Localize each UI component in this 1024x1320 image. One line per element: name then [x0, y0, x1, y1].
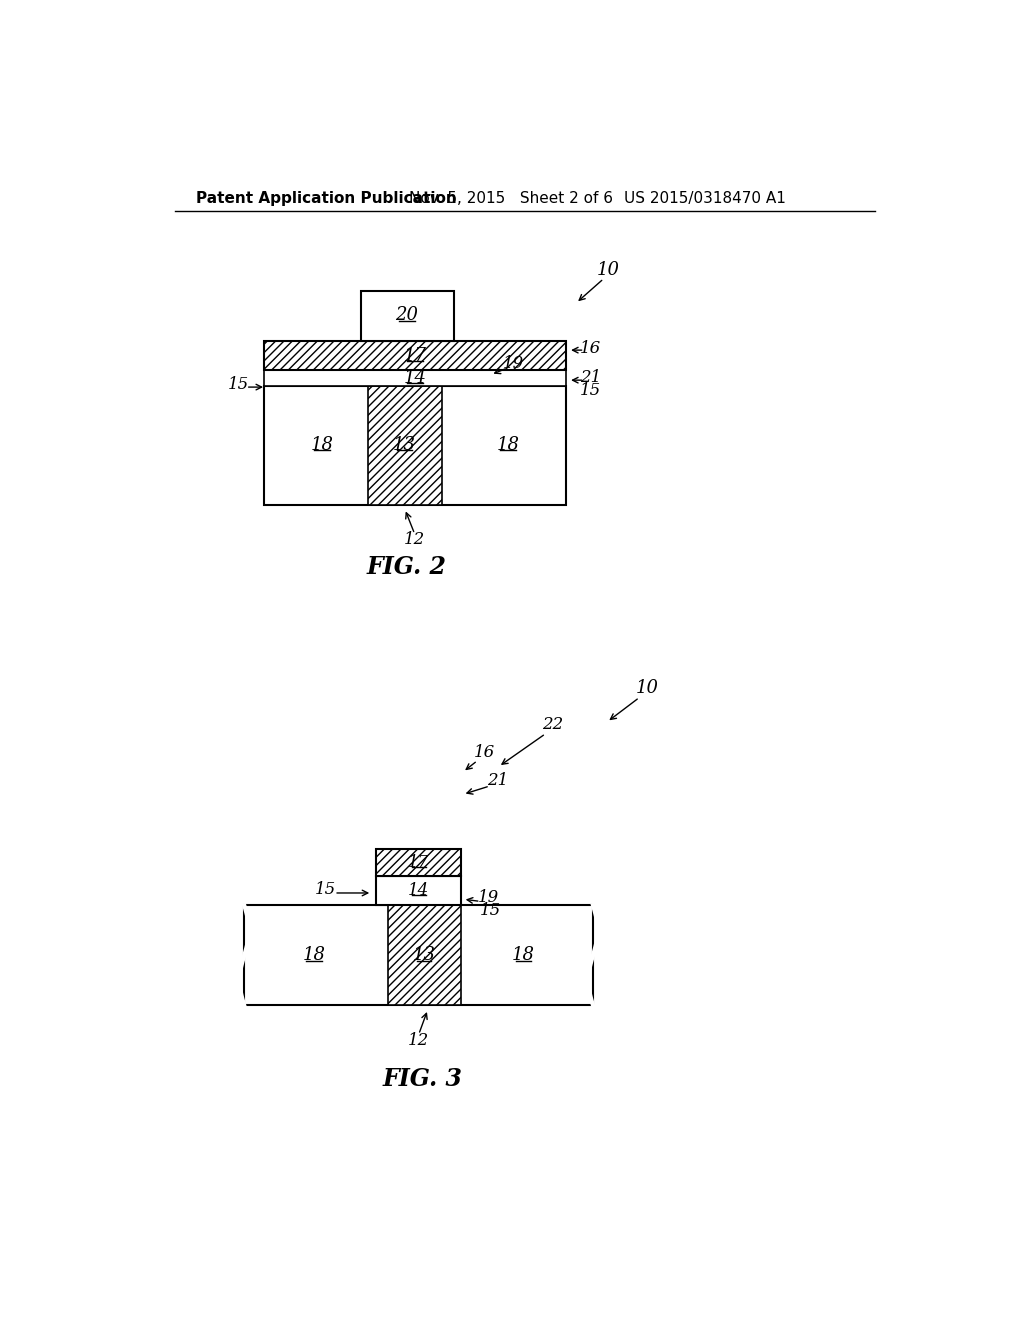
Text: 13: 13	[413, 946, 435, 965]
Text: 12: 12	[408, 1031, 429, 1048]
Bar	[360, 290, 454, 341]
Bar	[263, 385, 566, 506]
Text: 10: 10	[597, 261, 620, 279]
Bar	[376, 849, 461, 876]
Bar	[388, 906, 461, 1006]
Text: Patent Application Publication: Patent Application Publication	[197, 191, 457, 206]
Text: 18: 18	[512, 946, 535, 965]
Text: 21: 21	[487, 772, 508, 789]
Text: 19: 19	[478, 890, 499, 906]
Text: 16: 16	[580, 341, 601, 358]
Text: 20: 20	[395, 306, 419, 325]
Text: 10: 10	[636, 680, 658, 697]
Text: 17: 17	[403, 347, 426, 364]
Text: 12: 12	[404, 531, 425, 548]
Text: 15: 15	[228, 375, 250, 392]
Text: 18: 18	[310, 436, 333, 454]
Text: 15: 15	[480, 902, 502, 919]
Text: FIG. 3: FIG. 3	[383, 1067, 463, 1090]
Text: 19: 19	[503, 355, 524, 372]
Text: Nov. 5, 2015   Sheet 2 of 6: Nov. 5, 2015 Sheet 2 of 6	[409, 191, 612, 206]
Text: 18: 18	[497, 436, 519, 454]
Text: 14: 14	[408, 882, 429, 899]
Bar	[263, 341, 566, 370]
Text: 21: 21	[580, 370, 601, 387]
Text: 16: 16	[474, 744, 496, 762]
Text: 18: 18	[302, 946, 326, 965]
Text: FIG. 2: FIG. 2	[367, 554, 447, 578]
Bar	[369, 385, 442, 506]
Bar	[245, 906, 593, 1006]
Bar	[376, 876, 461, 906]
Text: 17: 17	[408, 854, 429, 871]
Text: 15: 15	[315, 882, 336, 899]
Bar	[263, 370, 566, 385]
Text: 13: 13	[393, 436, 416, 454]
Text: 22: 22	[542, 715, 563, 733]
Text: 15: 15	[580, 381, 601, 399]
Text: 14: 14	[403, 368, 426, 387]
Text: US 2015/0318470 A1: US 2015/0318470 A1	[624, 191, 785, 206]
